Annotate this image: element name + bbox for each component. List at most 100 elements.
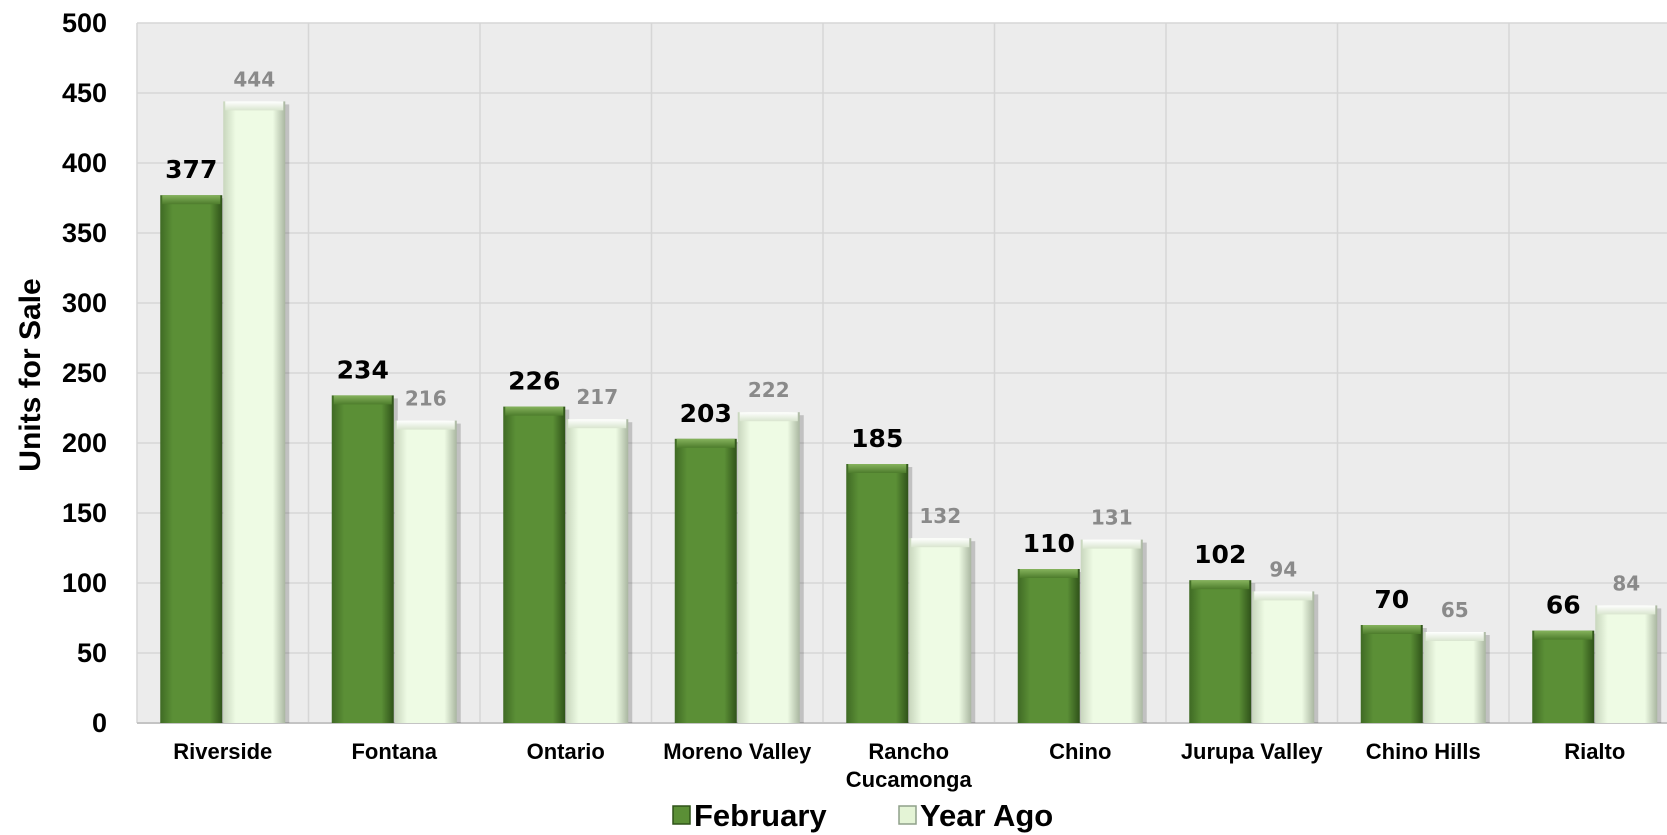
data-label: 203 <box>680 399 732 428</box>
legend-swatch <box>898 805 917 825</box>
y-tick-label: 100 <box>62 568 107 598</box>
x-tick-label: Fontana <box>351 739 437 764</box>
x-tick-label: Rancho <box>868 739 949 764</box>
bar-cap <box>1254 591 1313 601</box>
bar-february <box>160 195 227 723</box>
bar-february <box>1532 630 1599 723</box>
y-tick-label: 400 <box>62 148 107 178</box>
data-label: 102 <box>1194 540 1246 569</box>
y-tick-label: 50 <box>77 638 107 668</box>
bar-body <box>674 438 737 723</box>
data-label: 377 <box>165 155 217 184</box>
bar-body <box>909 538 972 723</box>
legend-label: Year Ago <box>920 798 1053 833</box>
legend: February Year Ago <box>672 798 1053 833</box>
bar-body <box>737 412 800 723</box>
legend-label: February <box>694 798 827 833</box>
data-label: 131 <box>1091 506 1133 530</box>
bar-body <box>1189 580 1252 723</box>
bar-year-ago <box>223 101 290 723</box>
bar-year-ago <box>1080 539 1147 723</box>
x-tick-label: Chino Hills <box>1366 739 1481 764</box>
bar-cap <box>396 420 455 430</box>
y-tick-label: 450 <box>62 78 107 108</box>
data-label: 110 <box>1023 529 1075 558</box>
x-tick-label: Rialto <box>1564 739 1625 764</box>
data-label: 132 <box>919 504 961 528</box>
data-label: 226 <box>508 367 560 396</box>
x-tick-label: Cucamonga <box>846 767 973 792</box>
y-tick-label: 300 <box>62 288 107 318</box>
legend-swatch <box>672 805 691 825</box>
bar-cap <box>1534 630 1593 640</box>
x-tick-label: Chino <box>1049 739 1111 764</box>
y-axis-title: Units for Sale <box>14 278 47 471</box>
data-label: 66 <box>1546 591 1581 620</box>
bar-body <box>503 406 566 723</box>
x-tick-label: Jurupa Valley <box>1181 739 1324 764</box>
y-tick-label: 350 <box>62 218 107 248</box>
bar-year-ago <box>737 412 804 723</box>
bar-cap <box>739 412 798 422</box>
bar-body <box>331 395 394 723</box>
data-label: 65 <box>1441 598 1469 622</box>
bar-cap <box>1191 580 1250 590</box>
bar-body <box>223 101 286 723</box>
bar-cap <box>505 406 564 416</box>
data-label: 185 <box>851 424 903 453</box>
bar-body <box>394 420 457 723</box>
bar-body <box>1532 630 1595 723</box>
y-tick-label: 500 <box>62 8 107 38</box>
data-label: 217 <box>576 385 618 409</box>
bar-body <box>566 419 629 723</box>
y-tick-label: 200 <box>62 428 107 458</box>
bar-body <box>1252 591 1315 723</box>
bar-february <box>1189 580 1256 723</box>
y-tick-label: 250 <box>62 358 107 388</box>
bar-cap <box>1425 632 1484 641</box>
bar-cap <box>1019 569 1078 578</box>
data-label: 94 <box>1269 557 1297 581</box>
bar-cap <box>162 195 221 205</box>
bar-february <box>846 464 913 723</box>
bar-year-ago <box>566 419 633 723</box>
bar-year-ago <box>1595 605 1662 723</box>
bar-body <box>1017 569 1080 723</box>
bar-cap <box>333 395 392 405</box>
bar-year-ago <box>909 538 976 723</box>
bar-cap <box>1597 605 1656 615</box>
bar-february <box>1017 569 1084 723</box>
bar-body <box>160 195 223 723</box>
bar-cap <box>1362 625 1421 634</box>
bar-body <box>1595 605 1658 723</box>
x-tick-label: Riverside <box>173 739 272 764</box>
bar-body <box>1423 632 1486 723</box>
bar-february <box>331 395 398 723</box>
bar-february <box>1360 625 1427 723</box>
y-tick-label: 0 <box>92 708 107 738</box>
bar-february <box>503 406 570 723</box>
x-tick-label: Ontario <box>527 739 605 764</box>
bar-body <box>846 464 909 723</box>
data-label: 444 <box>233 67 275 91</box>
bar-year-ago <box>394 420 461 723</box>
y-tick-label: 150 <box>62 498 107 528</box>
bar-cap <box>676 438 735 448</box>
bar-cap <box>911 538 970 548</box>
data-label: 222 <box>748 378 790 402</box>
bar-year-ago <box>1252 591 1319 723</box>
x-tick-label: Moreno Valley <box>663 739 812 764</box>
bar-cap <box>848 464 907 473</box>
bar-cap <box>225 101 284 111</box>
bar-body <box>1080 539 1143 723</box>
bar-year-ago <box>1423 632 1490 723</box>
bar-cap <box>568 419 627 429</box>
bar-body <box>1360 625 1423 723</box>
bar-february <box>674 438 741 723</box>
data-label: 216 <box>405 387 447 411</box>
data-label: 84 <box>1612 571 1640 595</box>
data-label: 70 <box>1374 585 1409 614</box>
data-label: 234 <box>337 355 389 384</box>
bar-cap <box>1082 539 1141 549</box>
